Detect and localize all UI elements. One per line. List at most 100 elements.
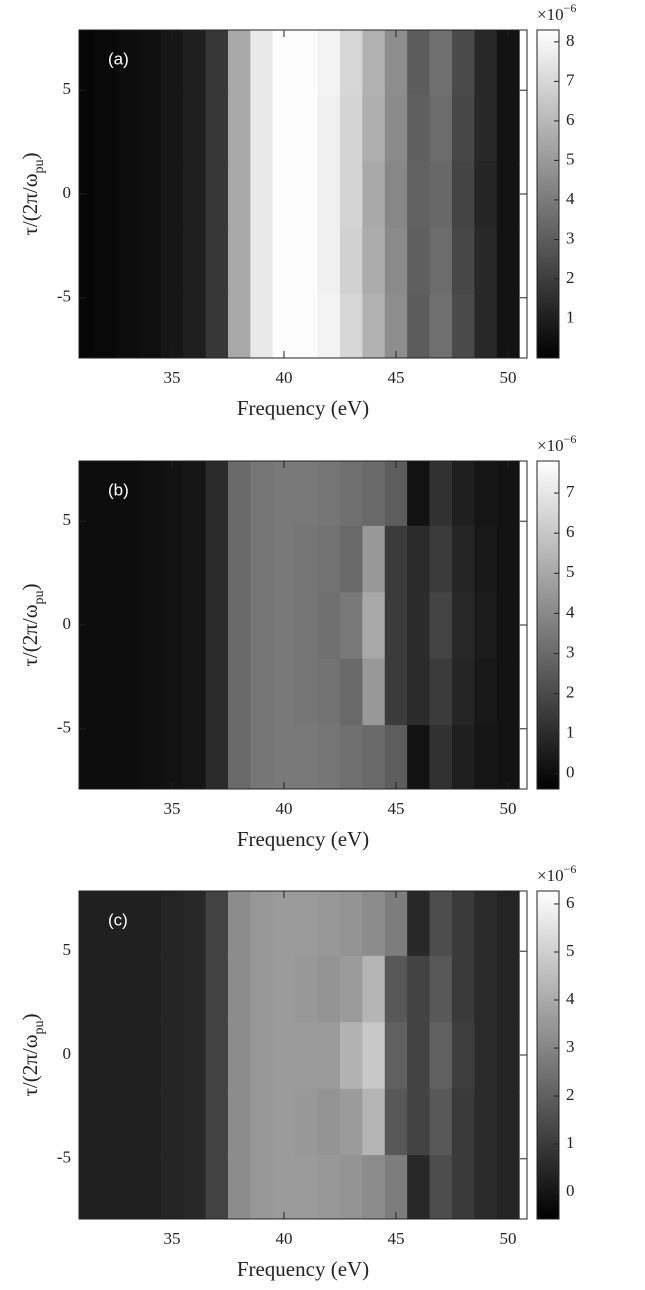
heatmap-cell — [496, 227, 520, 295]
heatmap-cell — [160, 461, 184, 526]
heatmap-cell — [496, 1154, 520, 1219]
colorbar-label-exp: −6 — [564, 432, 577, 446]
heatmap-cell — [205, 658, 229, 726]
heatmap-cell — [407, 525, 431, 593]
heatmap-cell — [295, 1154, 319, 1219]
heatmap-cell — [474, 1088, 498, 1156]
heatmap-cell — [451, 1088, 475, 1156]
heatmap-cell — [362, 658, 386, 726]
heatmap-cell — [138, 1088, 162, 1156]
heatmap-cell — [93, 30, 117, 95]
colorbar-tick-label: 5 — [566, 941, 575, 960]
heatmap-cell — [79, 94, 95, 162]
colorbar-label-exp: −6 — [564, 1, 577, 15]
heatmap-cell — [429, 461, 453, 526]
heatmap-cell — [317, 724, 341, 789]
heatmap-cell — [79, 461, 95, 526]
heatmap-cell — [250, 591, 274, 659]
heatmap-cell — [93, 525, 117, 593]
heatmap-cell — [272, 461, 296, 526]
y-tick-label: 5 — [63, 79, 72, 98]
heatmap-cell — [205, 160, 229, 228]
heatmap-cell — [429, 591, 453, 659]
heatmap-cell — [429, 293, 453, 358]
heatmap-cell — [205, 525, 229, 593]
heatmap-cell — [362, 461, 386, 526]
x-axis-label: Frequency (eV) — [237, 1257, 369, 1281]
heatmap-cell — [451, 1021, 475, 1089]
heatmap-cell — [272, 891, 296, 956]
heatmap-cell — [317, 160, 341, 228]
heatmap-cell — [384, 1154, 408, 1219]
y-label-sub: pu — [32, 1020, 47, 1034]
heatmap-cell — [115, 724, 139, 789]
heatmap-cell — [227, 724, 251, 789]
heatmap-cell — [79, 1021, 95, 1089]
heatmap-cell — [317, 30, 341, 95]
heatmap-cell — [227, 30, 251, 95]
heatmap-cell — [79, 293, 95, 358]
heatmap-cell — [272, 658, 296, 726]
y-label-part: τ/(2π/ω — [18, 1034, 42, 1096]
heatmap-cell — [160, 227, 184, 295]
heatmap-cell — [339, 461, 363, 526]
x-tick-label: 50 — [499, 799, 516, 818]
heatmap-cell — [115, 461, 139, 526]
heatmap-cell — [115, 94, 139, 162]
panel-label: (b) — [108, 480, 129, 499]
heatmap-cell — [384, 94, 408, 162]
heatmap-cell — [295, 525, 319, 593]
colorbar-tick-label: 5 — [566, 562, 575, 581]
heatmap-cell — [272, 1154, 296, 1219]
y-label-part: τ/(2π/ω — [18, 604, 42, 666]
heatmap-cell — [227, 525, 251, 593]
heatmap-cell — [474, 1154, 498, 1219]
x-axis-label: Frequency (eV) — [237, 396, 369, 420]
heatmap-cell — [451, 227, 475, 295]
heatmap-cell — [384, 591, 408, 659]
heatmap-cell — [115, 525, 139, 593]
heatmap-cell — [183, 1154, 207, 1219]
heatmap-cell — [183, 94, 207, 162]
colorbar-tick-label: 3 — [566, 1037, 575, 1056]
heatmap-cell — [451, 525, 475, 593]
colorbar-label: ×10−6 — [537, 432, 576, 455]
heatmap-cell — [138, 591, 162, 659]
heatmap-cell — [407, 1154, 431, 1219]
colorbar-tick-label: 8 — [566, 31, 575, 50]
heatmap-cell — [317, 94, 341, 162]
heatmap-cell — [295, 160, 319, 228]
heatmap-cell — [205, 1088, 229, 1156]
heatmap-cell — [451, 94, 475, 162]
heatmap-cell — [451, 293, 475, 358]
heatmap-cell — [250, 525, 274, 593]
heatmap-cell — [227, 94, 251, 162]
heatmap-cell — [272, 955, 296, 1023]
heatmap-cell — [138, 658, 162, 726]
heatmap-cell — [362, 724, 386, 789]
x-axis-label: Frequency (eV) — [237, 827, 369, 851]
x-tick-label: 40 — [275, 368, 292, 387]
heatmap-cell — [115, 891, 139, 956]
heatmap-cell — [183, 955, 207, 1023]
heatmap-cell — [339, 724, 363, 789]
heatmap-cell — [407, 891, 431, 956]
heatmap-cell — [295, 461, 319, 526]
heatmap-cell — [138, 30, 162, 95]
heatmap — [79, 30, 520, 358]
colorbar-tick-label: 5 — [566, 149, 575, 168]
x-tick-label: 35 — [163, 1229, 180, 1248]
heatmap-cell — [429, 1088, 453, 1156]
heatmap-cell — [93, 1154, 117, 1219]
heatmap-cell — [317, 591, 341, 659]
heatmap-cell — [384, 160, 408, 228]
colorbar-tick-label: 0 — [566, 1181, 575, 1200]
y-tick-label: 5 — [63, 510, 72, 529]
colorbar-tick-label: 4 — [566, 602, 575, 621]
heatmap-cell — [474, 1021, 498, 1089]
heatmap-cell — [138, 891, 162, 956]
heatmap-cell — [429, 227, 453, 295]
colorbar-tick-label: 1 — [566, 307, 575, 326]
heatmap-cell — [362, 1154, 386, 1219]
heatmap-cell — [295, 658, 319, 726]
